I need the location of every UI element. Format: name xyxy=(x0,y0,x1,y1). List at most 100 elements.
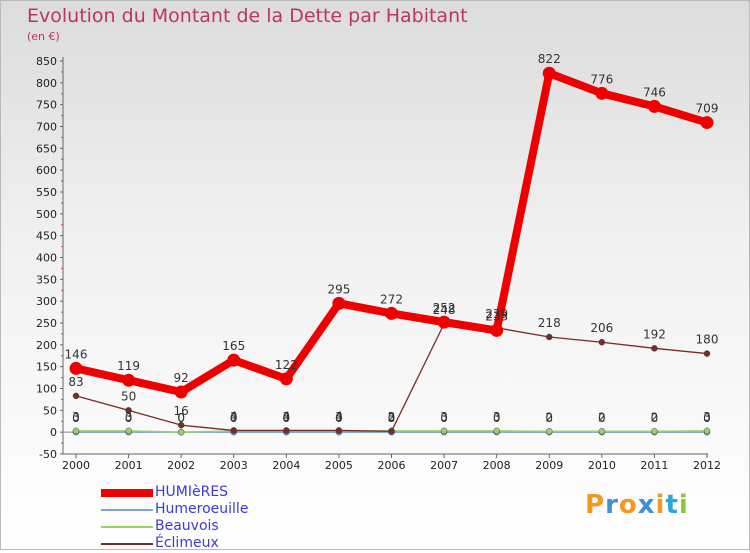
data-point xyxy=(651,345,658,352)
data-point xyxy=(388,428,395,435)
series-line xyxy=(75,69,709,396)
legend-label: Éclimeux xyxy=(155,535,219,551)
logo-letter: i xyxy=(678,490,689,520)
y-tick-label: 400 xyxy=(36,252,57,265)
data-label: 165 xyxy=(222,339,245,353)
data-label: 218 xyxy=(538,316,561,330)
logo-letter: P xyxy=(585,490,606,520)
y-tick-label: 150 xyxy=(36,361,57,374)
logo-letter: x xyxy=(637,490,656,520)
data-label: 2 xyxy=(388,410,396,424)
x-tick-label: 2002 xyxy=(167,459,195,472)
y-tick-label: 0 xyxy=(50,426,57,439)
data-label: 206 xyxy=(590,321,613,335)
data-label: 0 xyxy=(545,411,553,425)
data-point xyxy=(174,385,188,399)
y-tick-label: 800 xyxy=(36,77,57,90)
data-point xyxy=(72,392,80,400)
data-label: 192 xyxy=(643,327,666,341)
legend-swatch xyxy=(101,526,153,528)
data-point xyxy=(490,323,504,337)
data-label: 0 xyxy=(335,411,343,425)
y-tick-label: 500 xyxy=(36,208,57,221)
data-label: 3 xyxy=(230,410,238,424)
data-label: 83 xyxy=(68,375,83,389)
data-point xyxy=(72,427,80,435)
chart-subtitle: (en €) xyxy=(27,30,60,43)
y-tick-label: 100 xyxy=(36,383,57,396)
data-point xyxy=(542,66,556,80)
data-point xyxy=(651,428,658,435)
data-label: 0 xyxy=(125,411,133,425)
x-tick-label: 2006 xyxy=(378,459,406,472)
data-label: 3 xyxy=(703,410,711,424)
x-tick-label: 2001 xyxy=(115,459,143,472)
y-tick-label: 750 xyxy=(36,99,57,112)
data-label: 122 xyxy=(275,358,298,372)
x-tick-label: 2008 xyxy=(483,459,511,472)
data-label: 2 xyxy=(598,410,606,424)
legend-label: Beauvois xyxy=(155,518,219,534)
y-tick-label: 650 xyxy=(36,142,57,155)
data-point xyxy=(703,427,711,435)
y-tick-label: 50 xyxy=(43,404,57,417)
data-label: 746 xyxy=(643,85,666,99)
proxiti-logo: Proxiti xyxy=(585,490,689,520)
y-tick-label: 300 xyxy=(36,295,57,308)
x-tick-label: 2005 xyxy=(325,459,353,472)
data-label: 0 xyxy=(703,411,711,425)
x-tick-label: 2003 xyxy=(220,459,248,472)
data-label: 3 xyxy=(125,410,133,424)
y-tick-label: 700 xyxy=(36,121,57,134)
data-point xyxy=(595,86,609,100)
data-label: 16 xyxy=(174,404,189,418)
data-label: 4 xyxy=(335,409,343,423)
data-point xyxy=(125,427,132,435)
y-tick-label: 850 xyxy=(36,55,57,68)
data-label: 146 xyxy=(65,347,88,361)
data-label: 709 xyxy=(696,102,719,116)
data-label: 50 xyxy=(121,389,136,403)
data-label: 4 xyxy=(283,409,291,423)
data-point xyxy=(700,116,714,130)
data-point xyxy=(279,372,293,386)
data-point xyxy=(332,296,346,310)
x-tick-label: 2012 xyxy=(693,459,721,472)
legend-label: Humeroeuille xyxy=(155,501,249,517)
logo-letter: t xyxy=(665,490,679,520)
data-label: 3 xyxy=(440,410,448,424)
data-point xyxy=(230,427,237,434)
data-label: 119 xyxy=(117,359,140,373)
x-tick-label: 2000 xyxy=(62,459,90,472)
logo-letter: i xyxy=(655,490,666,520)
legend-label: HUMIèRES xyxy=(155,484,229,500)
data-label: 0 xyxy=(72,411,80,425)
data-label: 3 xyxy=(335,410,343,424)
data-point xyxy=(227,353,241,367)
logo-letter: r xyxy=(605,490,619,520)
data-label: 0 xyxy=(598,411,606,425)
data-point xyxy=(546,428,553,435)
data-point xyxy=(177,421,185,429)
data-label: 248 xyxy=(433,303,456,317)
data-point xyxy=(647,99,661,113)
legend-swatch xyxy=(101,509,153,511)
data-label: 3 xyxy=(388,410,396,424)
data-point xyxy=(177,428,185,436)
data-point xyxy=(125,407,132,414)
data-point xyxy=(493,427,500,435)
x-tick-label: 2010 xyxy=(588,459,616,472)
y-tick-label: -50 xyxy=(39,448,57,461)
data-label: 2 xyxy=(545,410,553,424)
data-point xyxy=(703,350,711,357)
data-label: 239 xyxy=(485,307,508,321)
data-label: 3 xyxy=(493,410,501,424)
x-tick-label: 2007 xyxy=(430,459,458,472)
legend-swatch xyxy=(101,489,153,497)
data-label: 822 xyxy=(538,52,561,66)
data-point xyxy=(385,306,398,320)
y-tick-label: 250 xyxy=(36,317,57,330)
logo-letter: o xyxy=(618,490,638,520)
